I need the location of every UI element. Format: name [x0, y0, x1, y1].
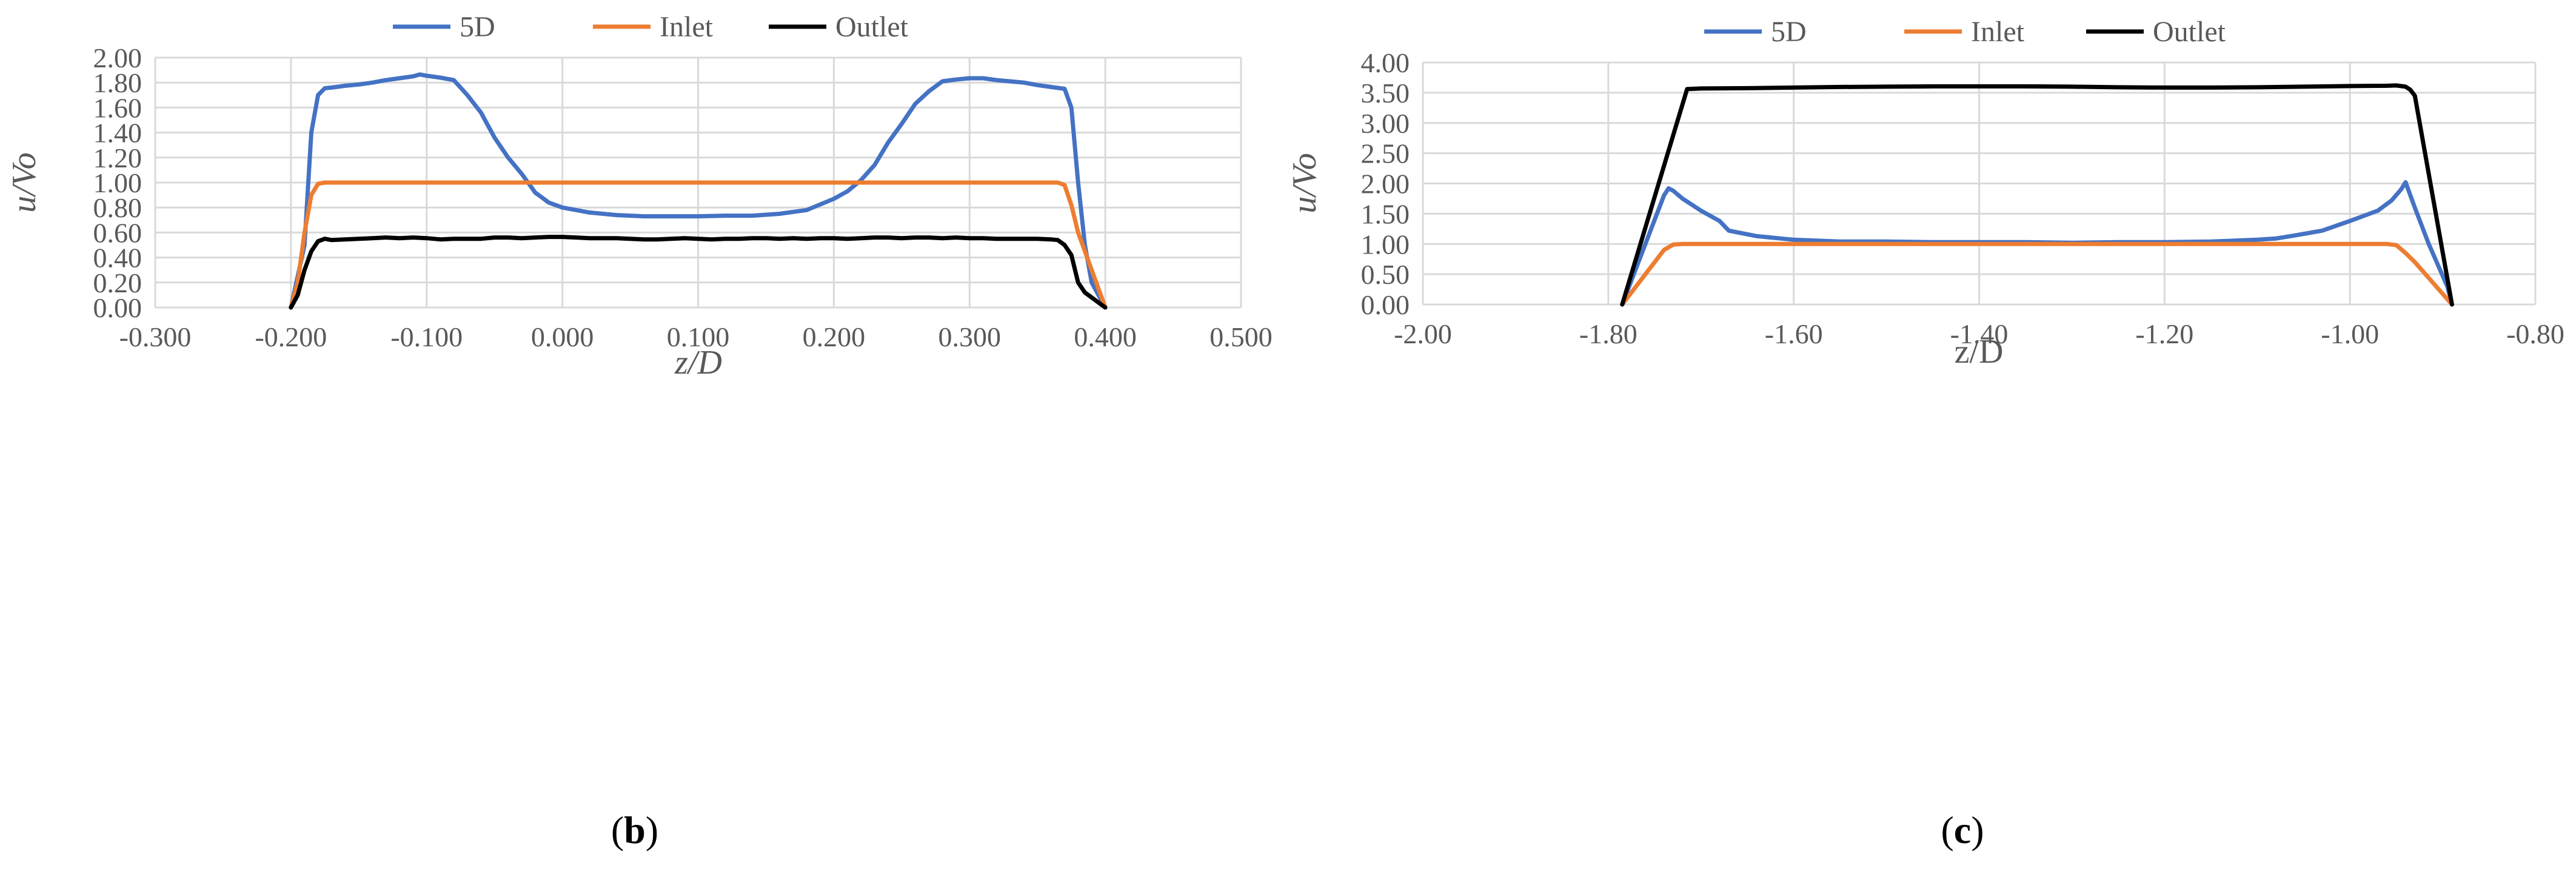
y-axis-title: u/Vo [5, 152, 43, 213]
legend-item-outlet: Outlet [769, 11, 909, 43]
x-tick-label: 0.200 [803, 321, 866, 352]
chart-panel-b: -0.300 -0.200 -0.100 0.000 0.100 0.200 0.300 0.… [5, 11, 1273, 852]
x-tick-label: -0.80 [2506, 318, 2564, 349]
line-chart-c: -2.00 -1.80 -1.60 -1.40 -1.20 -1.00 -0.80 0.000… [1286, 16, 2564, 852]
y-tick-label: 3.00 [1361, 108, 1410, 139]
x-tick-label: -0.100 [390, 321, 463, 352]
y-tick-label: 0.40 [93, 243, 142, 274]
legend-item-outlet: Outlet [2086, 16, 2226, 48]
panel-caption-c: (c) [1941, 808, 1984, 852]
x-tick-label: 0.000 [531, 321, 594, 352]
y-tick-label: 0.60 [93, 217, 142, 248]
x-tick-label: 0.300 [938, 321, 1002, 352]
x-tick-label: -1.20 [2135, 318, 2193, 349]
series-line-5d [289, 72, 1108, 310]
legend-item-5d: 5D [393, 11, 495, 43]
legend-item-5d: 5D [1704, 16, 1807, 48]
y-tick-label: 2.00 [1361, 169, 1410, 200]
legend-label-5d: 5D [1771, 16, 1807, 48]
legend-c: 5D Inlet Outlet [1704, 16, 2226, 48]
y-tick-label: 1.00 [93, 167, 142, 198]
y-tick-label: 3.50 [1361, 78, 1410, 109]
legend-label-inlet: Inlet [660, 11, 714, 43]
series-line-inlet [289, 180, 1108, 310]
legend-item-inlet: Inlet [1904, 16, 2025, 48]
y-tick-label: 1.00 [1361, 229, 1410, 260]
x-tick-label: -0.300 [119, 321, 192, 352]
y-tick-label: 1.60 [93, 92, 142, 123]
line-chart-b: -0.300 -0.200 -0.100 0.000 0.100 0.200 0.300 0.… [5, 11, 1273, 852]
y-tick-label: 1.40 [93, 118, 142, 149]
x-tick-label: -2.00 [1394, 318, 1452, 349]
y-tick-label: 2.00 [93, 42, 142, 73]
y-axis-title: u/Vo [1286, 153, 1323, 213]
x-tick-label: -1.60 [1765, 318, 1823, 349]
x-tick-label: 0.500 [1209, 321, 1273, 352]
y-tick-label: 0.00 [93, 292, 142, 323]
x-tick-label: -0.200 [255, 321, 327, 352]
y-tick-label: 0.00 [1361, 289, 1410, 320]
legend-label-outlet: Outlet [835, 11, 909, 43]
legend-item-inlet: Inlet [593, 11, 714, 43]
series-line-outlet [1620, 83, 2454, 307]
x-axis-title: z/D [1955, 333, 2004, 371]
series-line-outlet [289, 235, 1108, 310]
y-tick-label: 1.20 [93, 143, 142, 173]
y-tick-label: 0.80 [93, 192, 142, 223]
legend-label-outlet: Outlet [2153, 16, 2226, 48]
legend-label-5d: 5D [460, 11, 495, 43]
x-tick-label: -1.00 [2321, 318, 2379, 349]
x-tick-label: -1.80 [1579, 318, 1638, 349]
x-tick-label: 0.100 [667, 321, 730, 352]
y-tick-label: 0.50 [1361, 259, 1410, 290]
y-tick-label: 2.50 [1361, 138, 1410, 169]
x-tick-label: -1.40 [1950, 318, 2009, 349]
x-axis-title: z/D [674, 344, 722, 381]
chart-panel-c: -2.00 -1.80 -1.60 -1.40 -1.20 -1.00 -0.80 0.00 0… [1286, 0, 2576, 877]
y-tick-label: 1.80 [93, 67, 142, 98]
series-line-inlet [1620, 241, 2454, 307]
x-tick-label: 0.400 [1074, 321, 1137, 352]
panel-caption-b: (b) [611, 808, 658, 852]
y-tick-label: 0.20 [93, 267, 142, 298]
legend-label-inlet: Inlet [1971, 16, 2025, 48]
legend-b: 5D Inlet Outlet [393, 11, 909, 43]
y-tick-label: 1.50 [1361, 198, 1410, 229]
y-tick-label: 4.00 [1361, 47, 1410, 78]
